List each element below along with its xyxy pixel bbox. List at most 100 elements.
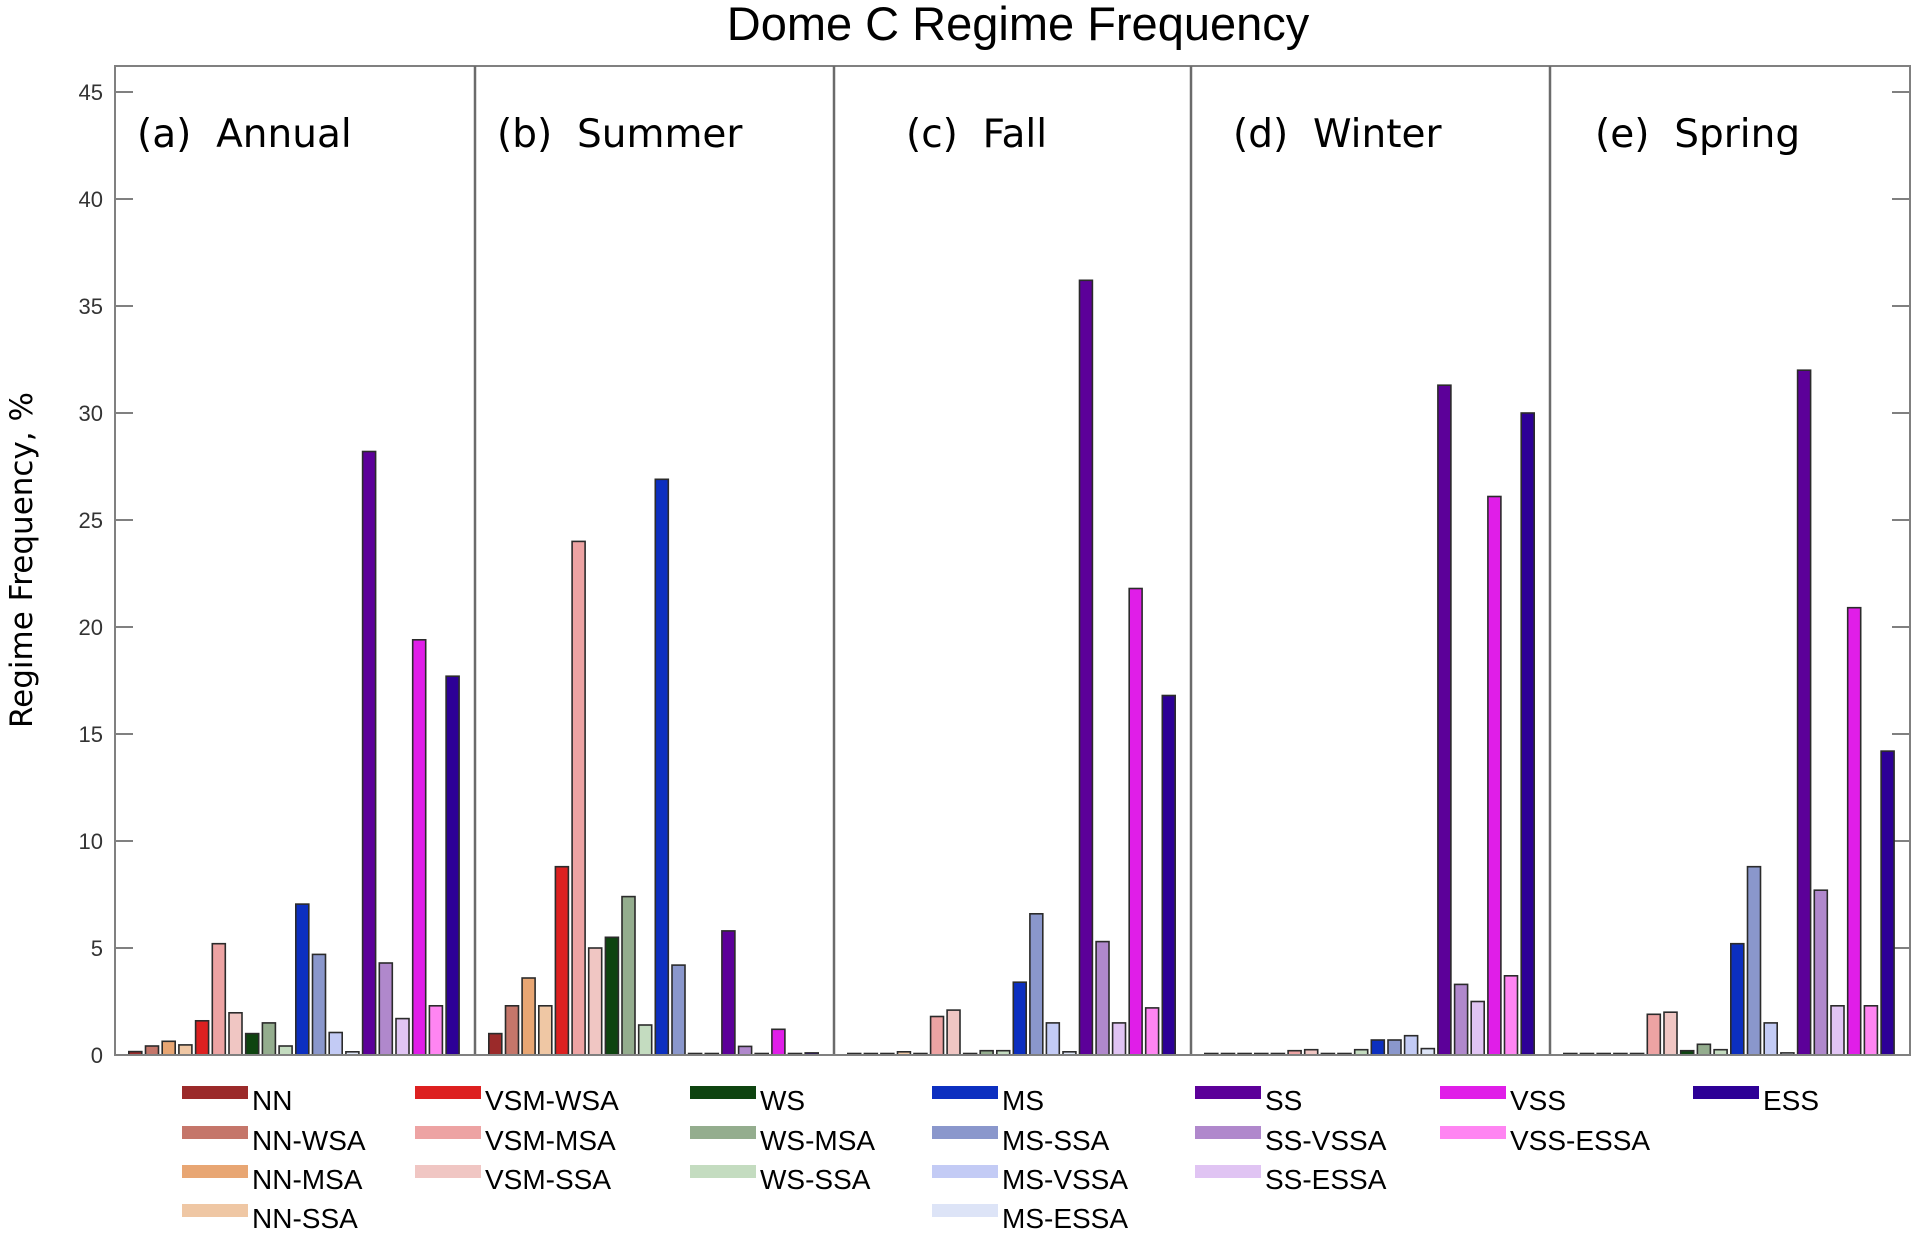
bar-ss-essa xyxy=(1470,1000,1485,1056)
panel-label: (e) Spring xyxy=(1595,112,1800,157)
bar-vss-essa xyxy=(1863,1004,1879,1056)
legend-swatch xyxy=(1440,1126,1506,1139)
legend-label: NN-WSA xyxy=(252,1125,366,1156)
bar-ms-vssa xyxy=(1763,1022,1778,1056)
bar-vss xyxy=(1846,606,1862,1056)
legend-swatch xyxy=(415,1086,481,1099)
legend-swatch xyxy=(182,1165,248,1178)
bar-nn-msa xyxy=(161,1040,176,1056)
bar-vss xyxy=(1487,495,1502,1056)
bar-vsm-ssa xyxy=(587,947,603,1056)
legend-swatch xyxy=(932,1126,998,1139)
bar-ws-ssa xyxy=(278,1045,293,1056)
legend-item-ms: MS xyxy=(932,1085,1044,1116)
legend-item-ws-msa: WS-MSA xyxy=(690,1125,875,1156)
bar-ms xyxy=(294,903,310,1056)
panel-label: (c) Fall xyxy=(906,112,1047,157)
bar-ms-ssa xyxy=(1029,912,1044,1056)
bar-nn xyxy=(487,1032,503,1056)
y-tick-label: 40 xyxy=(79,187,103,212)
panel-label: (a) Annual xyxy=(137,112,352,157)
legend-label: VSM-SSA xyxy=(485,1164,611,1195)
bar-ms-vssa xyxy=(1403,1034,1419,1056)
legend-item-ess: ESS xyxy=(1693,1085,1819,1116)
legend-label: VSM-MSA xyxy=(485,1125,616,1156)
legend-item-ms-vssa: MS-VSSA xyxy=(932,1164,1128,1195)
panel-label: (d) Winter xyxy=(1233,112,1443,157)
bar-ms-ssa xyxy=(1387,1039,1402,1056)
bar-ws-msa xyxy=(261,1022,277,1056)
bar-vsm-wsa xyxy=(194,1019,210,1056)
legend-swatch xyxy=(690,1086,756,1099)
bar-ss-vssa xyxy=(1813,889,1829,1056)
y-tick-label: 25 xyxy=(79,508,103,533)
panel-5: (e) Spring xyxy=(1548,66,1895,1056)
y-tick-label: 5 xyxy=(91,936,103,961)
bar-ms xyxy=(1370,1039,1386,1056)
legend-swatch xyxy=(932,1165,998,1178)
legend-item-ss-essa: SS-ESSA xyxy=(1195,1164,1387,1195)
legend-label: WS-SSA xyxy=(760,1164,871,1195)
bar-ss-essa xyxy=(1830,1004,1845,1056)
y-tick-label: 15 xyxy=(79,722,103,747)
legend-label: MS xyxy=(1002,1085,1044,1116)
bar-ms-ssa xyxy=(311,953,327,1056)
legend-label: NN-SSA xyxy=(252,1203,358,1234)
legend-item-ms-ssa: MS-SSA xyxy=(932,1125,1110,1156)
bar-vss xyxy=(1128,587,1143,1056)
y-tick-label: 20 xyxy=(79,615,103,640)
bar-ess xyxy=(445,675,460,1056)
bar-ss-vssa xyxy=(737,1045,753,1056)
legend-label: MS-SSA xyxy=(1002,1125,1110,1156)
legend-label: ESS xyxy=(1763,1085,1819,1116)
legend-item-ms-essa: MS-ESSA xyxy=(932,1203,1128,1234)
y-tick-label: 30 xyxy=(79,401,103,426)
legend-label: VSS-ESSA xyxy=(1510,1125,1650,1156)
bar-ws-ssa xyxy=(637,1024,653,1056)
legend-item-nn-wsa: NN-WSA xyxy=(182,1125,366,1156)
y-tick-label: 45 xyxy=(79,80,103,105)
legend-swatch xyxy=(1195,1165,1261,1178)
legend-label: SS-VSSA xyxy=(1265,1125,1387,1156)
bar-ess xyxy=(1880,750,1895,1056)
chart-title: Dome C Regime Frequency xyxy=(727,0,1310,50)
bar-ss-vssa xyxy=(1453,983,1469,1056)
bar-ss xyxy=(361,450,377,1056)
bar-ws-msa xyxy=(621,895,636,1056)
legend-label: MS-VSSA xyxy=(1002,1164,1128,1195)
legend-item-ss: SS xyxy=(1195,1085,1302,1116)
bar-ws-msa xyxy=(1696,1043,1712,1056)
bar-vss xyxy=(771,1028,786,1056)
bar-ss-vssa xyxy=(1095,940,1110,1056)
bar-vsm-ssa xyxy=(946,1009,961,1056)
bar-ss xyxy=(1796,369,1812,1056)
bar-ess xyxy=(1520,412,1535,1056)
bar-vsm-msa xyxy=(929,1015,945,1056)
bar-ss-essa xyxy=(395,1017,410,1056)
legend-swatch xyxy=(690,1126,756,1139)
panel-4: (d) Winter xyxy=(1189,66,1535,1056)
y-tick-label: 10 xyxy=(79,829,103,854)
bar-ess xyxy=(1161,694,1177,1056)
bar-nn-wsa xyxy=(504,1004,520,1056)
bar-vss-essa xyxy=(1144,1007,1160,1056)
y-tick-label: 0 xyxy=(91,1043,103,1068)
legend-swatch xyxy=(182,1086,248,1099)
bar-ms xyxy=(1730,942,1745,1056)
bar-ms xyxy=(654,478,670,1056)
legend-item-vsm-ssa: VSM-SSA xyxy=(415,1164,611,1195)
legend-swatch xyxy=(1195,1126,1261,1139)
bar-ws xyxy=(244,1032,260,1056)
legend: NN NN-WSA NN-MSA NN-SSA VSM-WSA VSM-MSA VSM-SS… xyxy=(182,1085,1819,1234)
legend-item-nn: NN xyxy=(182,1085,292,1116)
panel-2: (b) Summer xyxy=(473,66,820,1056)
legend-swatch xyxy=(1440,1086,1506,1099)
y-axis-label: Regime Frequency, % xyxy=(4,392,40,728)
panels: (a) Annual (b) Summer (c) Fall (d) Winter (e… xyxy=(115,66,1910,1056)
bar-ms-vssa xyxy=(1045,1022,1061,1056)
plot-frame xyxy=(114,65,1911,1056)
legend-swatch xyxy=(690,1165,756,1178)
legend-swatch xyxy=(182,1126,248,1139)
bar-ss xyxy=(721,930,736,1056)
